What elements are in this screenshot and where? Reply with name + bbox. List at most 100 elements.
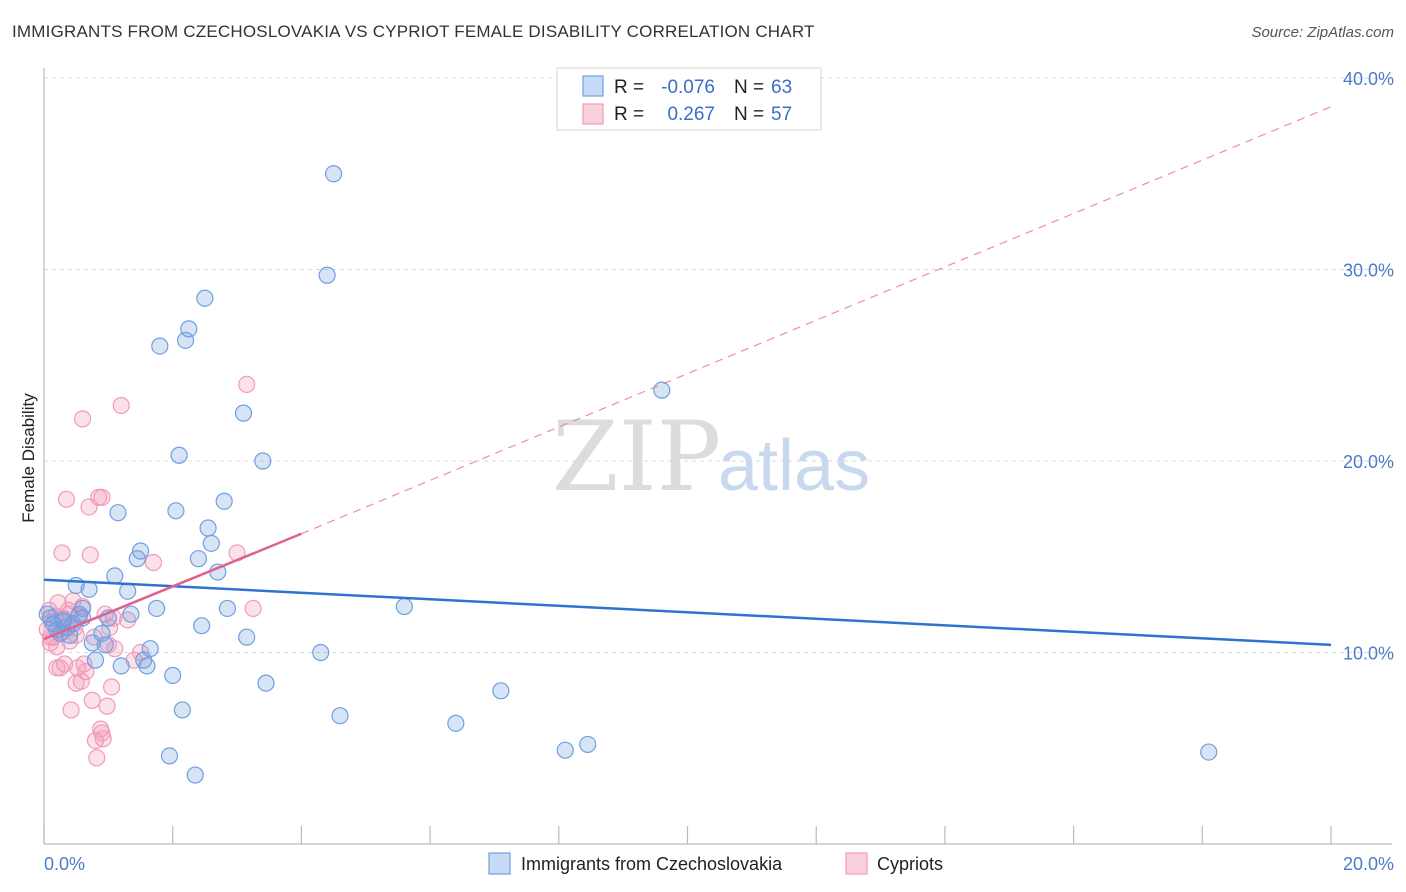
trend-line-cypriot-extension [301,106,1332,535]
point-cypriot-37 [98,697,116,715]
point-czech-40 [196,289,214,307]
x-tick-label-0: 0.0% [44,854,85,874]
point-cypriot-46 [144,553,162,572]
chart-title: IMMIGRANTS FROM CZECHOSLOVAKIA VS CYPRIO… [12,22,815,41]
x-tick-label-1: 20.0% [1343,854,1394,874]
tick-labels: 10.0% 20.0% 30.0% 40.0% 0.0% 20.0% [44,69,1394,874]
y-tick-label-2: 30.0% [1343,261,1394,281]
point-czech-56 [556,741,574,759]
legend-swatch-pink [582,103,604,125]
point-czech-48 [254,452,272,470]
point-cypriot-31 [88,749,106,767]
point-cypriot-25 [74,410,92,428]
point-cypriot-15 [62,701,80,719]
point-czech-30 [160,747,179,765]
y-tick-label-1: 20.0% [1343,452,1394,472]
point-cypriot-35 [94,730,112,748]
point-czech-41 [199,519,217,537]
point-cypriot-21 [72,672,90,690]
bottom-legend-swatch-blue [488,852,511,875]
point-czech-52 [324,165,343,183]
legend-n-value-1: 63 [771,77,792,98]
point-cypriot-28 [83,691,101,709]
point-czech-44 [215,492,233,510]
point-czech-22 [122,605,140,623]
y-tick-label-3: 40.0% [1343,69,1394,89]
point-czech-16 [96,636,114,654]
point-czech-12 [80,580,98,598]
legend-r-value-2: 0.267 [667,104,715,125]
data-points [38,165,1218,784]
point-czech-55 [492,682,510,700]
point-cypriot-51 [48,659,66,677]
point-czech-37 [186,766,204,784]
point-cypriot-27 [81,546,99,564]
point-czech-50 [312,643,330,662]
legend-n-label-1: N = [734,77,764,98]
point-czech-24 [131,542,150,560]
bottom-legend: Immigrants from Czechoslovakia Cypriots [488,852,943,875]
legend-n-value-2: 57 [771,104,792,125]
point-czech-18 [106,567,124,585]
point-czech-27 [141,640,159,658]
point-czech-47 [238,628,256,646]
gridlines [44,77,1392,653]
point-czech-42 [202,534,220,552]
point-czech-31 [164,666,182,685]
point-cypriot-34 [93,724,111,742]
point-czech-28 [148,599,166,618]
point-cypriot-11 [55,655,74,673]
watermark-zip: ZIP [552,401,721,513]
legend-swatch-blue [582,75,604,97]
bottom-legend-label-2: Cypriots [877,854,943,874]
point-cypriot-49 [244,599,262,618]
point-czech-45 [218,599,236,618]
point-czech-58 [653,381,671,399]
point-cypriot-9 [53,544,71,562]
legend-n-label-2: N = [734,104,764,125]
point-czech-54 [447,714,465,732]
watermark-atlas: atlas [718,426,870,506]
point-czech-51 [318,266,336,284]
point-czech-21 [119,582,137,600]
y-axis-label: Female Disability [19,393,38,523]
point-cypriot-48 [238,375,256,393]
point-czech-61 [54,611,72,629]
point-czech-38 [189,550,208,568]
trend-line-czech [43,578,1332,647]
point-czech-59 [1200,743,1218,761]
point-cypriot-43 [112,396,130,415]
trend-lines [43,106,1332,647]
point-czech-36 [180,320,198,338]
point-czech-14 [86,651,105,669]
trend-line-cypriot [43,532,302,641]
point-czech-60 [395,597,413,616]
point-czech-57 [579,735,597,754]
point-czech-33 [170,446,188,464]
y-tick-label-0: 10.0% [1343,644,1394,664]
point-czech-34 [173,701,191,719]
point-czech-26 [138,657,156,675]
point-czech-62 [74,599,92,618]
legend-r-label-2: R = [614,104,644,125]
point-cypriot-40 [102,678,121,696]
bottom-legend-label-1: Immigrants from Czechoslovakia [521,854,783,874]
point-czech-19 [109,504,127,522]
legend-r-value-1: -0.076 [661,77,715,98]
point-czech-49 [257,674,275,692]
point-cypriot-12 [57,490,76,508]
point-cypriot-42 [106,640,124,658]
point-czech-39 [193,617,211,635]
point-cypriot-55 [93,488,111,506]
point-czech-29 [151,337,169,355]
legend: R = -0.076 N = 63 R = 0.267 N = 57 [556,67,822,131]
point-czech-53 [331,707,349,725]
point-czech-20 [112,657,130,675]
point-czech-32 [167,502,185,520]
bottom-legend-swatch-pink [845,852,868,875]
chart-source: Source: ZipAtlas.com [1251,24,1394,41]
point-czech-46 [234,404,253,422]
legend-r-label-1: R = [614,77,644,98]
point-cypriot-24 [77,663,95,681]
